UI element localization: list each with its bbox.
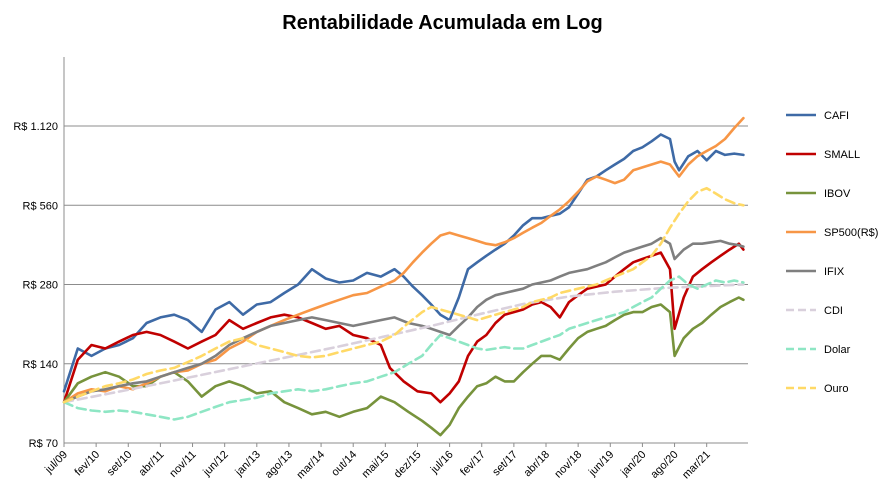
legend-label: Dolar (824, 344, 851, 356)
series-line-cafi (62, 133, 745, 393)
series-lines (62, 116, 745, 437)
series-line-ouro (62, 186, 745, 404)
x-tick-label: ago/20 (648, 449, 680, 481)
series-line-cdi (62, 283, 745, 404)
x-tick-label: jun/19 (586, 449, 616, 479)
axes (63, 57, 748, 447)
legend-label: CDI (824, 305, 843, 317)
legend-label: SP500(R$) (824, 227, 878, 239)
legend: CAFI SMALL IBOV SP500(R$) IFIX CDI Dolar Ouro (786, 110, 878, 395)
x-tick-label: nov/18 (552, 449, 584, 481)
chart-title: Rentabilidade Acumulada em Log (282, 12, 603, 34)
x-tick-label: ago/13 (263, 449, 295, 481)
y-tick-label: R$ 1.120 (13, 121, 58, 133)
x-tick-label: jan/20 (618, 449, 648, 479)
y-tick-label: R$ 140 (23, 359, 58, 371)
x-tick-label: nov/11 (167, 449, 198, 480)
x-tick-labels: jul/09 fev/10 set/10 abr/11 nov/11 jun/12 jan/… (42, 449, 712, 482)
legend-label: CAFI (824, 110, 849, 122)
x-tick-label: fev/17 (458, 449, 488, 479)
x-tick-label: jan/13 (233, 449, 263, 479)
legend-label: SMALL (824, 149, 860, 161)
x-tick-label: dez/15 (392, 449, 424, 481)
series-line-dolar (62, 275, 745, 421)
x-tick-label: mai/15 (360, 449, 392, 481)
x-tick-label: abr/11 (137, 449, 167, 479)
y-tick-label: R$ 70 (29, 438, 58, 450)
x-tick-label: mar/21 (680, 449, 713, 482)
series-line-ibov (62, 296, 745, 437)
x-tick-label: mar/14 (294, 449, 327, 482)
x-tick-label: jun/12 (200, 449, 230, 479)
x-tick-label: jul/09 (42, 449, 70, 477)
y-tick-labels: R$ 70 R$ 140 R$ 280 R$ 560 R$ 1.120 (13, 121, 58, 450)
legend-label: IFIX (824, 266, 845, 278)
y-tick-label: R$ 280 (23, 280, 58, 292)
x-tick-label: out/14 (329, 449, 359, 479)
y-tick-label: R$ 560 (23, 200, 58, 212)
x-tick-label: fev/10 (73, 449, 103, 479)
legend-label: IBOV (824, 188, 851, 200)
x-tick-label: set/17 (490, 449, 520, 479)
x-tick-label: jul/16 (428, 449, 456, 477)
x-tick-label: set/10 (105, 449, 135, 479)
x-tick-label: abr/18 (522, 449, 553, 480)
series-line-small (62, 242, 745, 404)
legend-label: Ouro (824, 383, 848, 395)
